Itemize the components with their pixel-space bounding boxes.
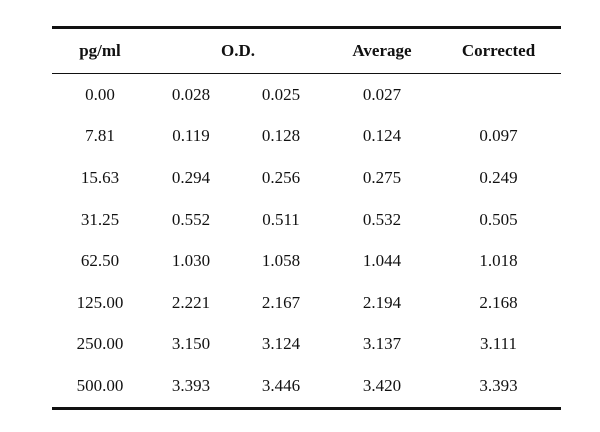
cell-concentration: 62.50 bbox=[80, 251, 120, 271]
cell-od-1: 0.028 bbox=[171, 84, 211, 104]
cell-od-2: 0.128 bbox=[261, 126, 301, 146]
table-row: 125.00 2.221 2.167 2.194 2.168 bbox=[52, 282, 561, 324]
header-corrected: Corrected bbox=[461, 41, 536, 60]
od-data-table: pg/ml O.D. Average Corrected bbox=[52, 29, 561, 73]
header-od: O.D. bbox=[221, 41, 255, 60]
cell-od-2: 0.025 bbox=[261, 84, 301, 104]
header-separator-rule bbox=[52, 73, 561, 74]
cell-concentration: 7.81 bbox=[85, 126, 115, 146]
table-row: 250.00 3.150 3.124 3.137 3.111 bbox=[52, 324, 561, 366]
cell-od-1: 0.552 bbox=[171, 209, 211, 229]
data-table-container: pg/ml O.D. Average Corrected 0.00 0.028 0.… bbox=[52, 26, 561, 410]
cell-concentration: 125.00 bbox=[76, 292, 124, 312]
table-row: 31.25 0.552 0.511 0.532 0.505 bbox=[52, 199, 561, 241]
table-row: 15.63 0.294 0.256 0.275 0.249 bbox=[52, 157, 561, 199]
cell-od-1: 3.150 bbox=[171, 334, 211, 354]
cell-od-2: 3.446 bbox=[261, 375, 301, 395]
table-top-rule bbox=[52, 26, 561, 29]
cell-average: 0.532 bbox=[362, 209, 402, 229]
cell-concentration: 0.00 bbox=[85, 84, 115, 104]
cell-od-2: 1.058 bbox=[261, 251, 301, 271]
cell-od-2: 0.511 bbox=[262, 209, 300, 229]
cell-average: 0.027 bbox=[362, 84, 402, 104]
cell-od-2: 3.124 bbox=[261, 334, 301, 354]
cell-od-1: 3.393 bbox=[171, 375, 211, 395]
cell-average: 3.137 bbox=[362, 334, 402, 354]
cell-concentration: 250.00 bbox=[76, 334, 124, 354]
cell-od-2: 0.256 bbox=[261, 167, 301, 187]
header-row: pg/ml O.D. Average Corrected bbox=[52, 29, 561, 73]
table-row: 0.00 0.028 0.025 0.027 bbox=[52, 74, 561, 116]
cell-average: 3.420 bbox=[362, 375, 402, 395]
cell-concentration: 31.25 bbox=[80, 209, 120, 229]
table-row: 500.00 3.393 3.446 3.420 3.393 bbox=[52, 365, 561, 407]
cell-concentration: 500.00 bbox=[76, 375, 124, 395]
cell-average: 2.194 bbox=[362, 292, 402, 312]
cell-od-1: 2.221 bbox=[171, 292, 211, 312]
cell-corrected: 0.097 bbox=[479, 126, 518, 146]
cell-concentration: 15.63 bbox=[80, 167, 120, 187]
cell-corrected: 0.505 bbox=[479, 209, 518, 229]
cell-od-1: 0.119 bbox=[172, 126, 210, 146]
table-row: 62.50 1.030 1.058 1.044 1.018 bbox=[52, 240, 561, 282]
table-bottom-rule bbox=[52, 406, 561, 410]
cell-average: 1.044 bbox=[362, 251, 402, 271]
cell-corrected: 3.393 bbox=[479, 375, 518, 395]
cell-od-1: 0.294 bbox=[171, 167, 211, 187]
cell-corrected: 0.249 bbox=[479, 167, 518, 187]
header-average: Average bbox=[352, 41, 412, 60]
od-data-table-body: 0.00 0.028 0.025 0.027 7.81 0.119 0.128 0.124 0.… bbox=[52, 74, 561, 407]
cell-corrected bbox=[436, 74, 561, 116]
table-row: 7.81 0.119 0.128 0.124 0.097 bbox=[52, 116, 561, 158]
cell-od-2: 2.167 bbox=[261, 292, 301, 312]
cell-average: 0.275 bbox=[362, 167, 402, 187]
cell-average: 0.124 bbox=[362, 126, 402, 146]
cell-corrected: 2.168 bbox=[479, 292, 518, 312]
cell-od-1: 1.030 bbox=[171, 251, 211, 271]
cell-corrected: 3.111 bbox=[480, 334, 517, 354]
table-header: pg/ml O.D. Average Corrected bbox=[52, 29, 561, 73]
header-concentration: pg/ml bbox=[79, 41, 121, 60]
table-body: 0.00 0.028 0.025 0.027 7.81 0.119 0.128 0.124 0.… bbox=[52, 74, 561, 407]
cell-corrected: 1.018 bbox=[479, 251, 518, 271]
